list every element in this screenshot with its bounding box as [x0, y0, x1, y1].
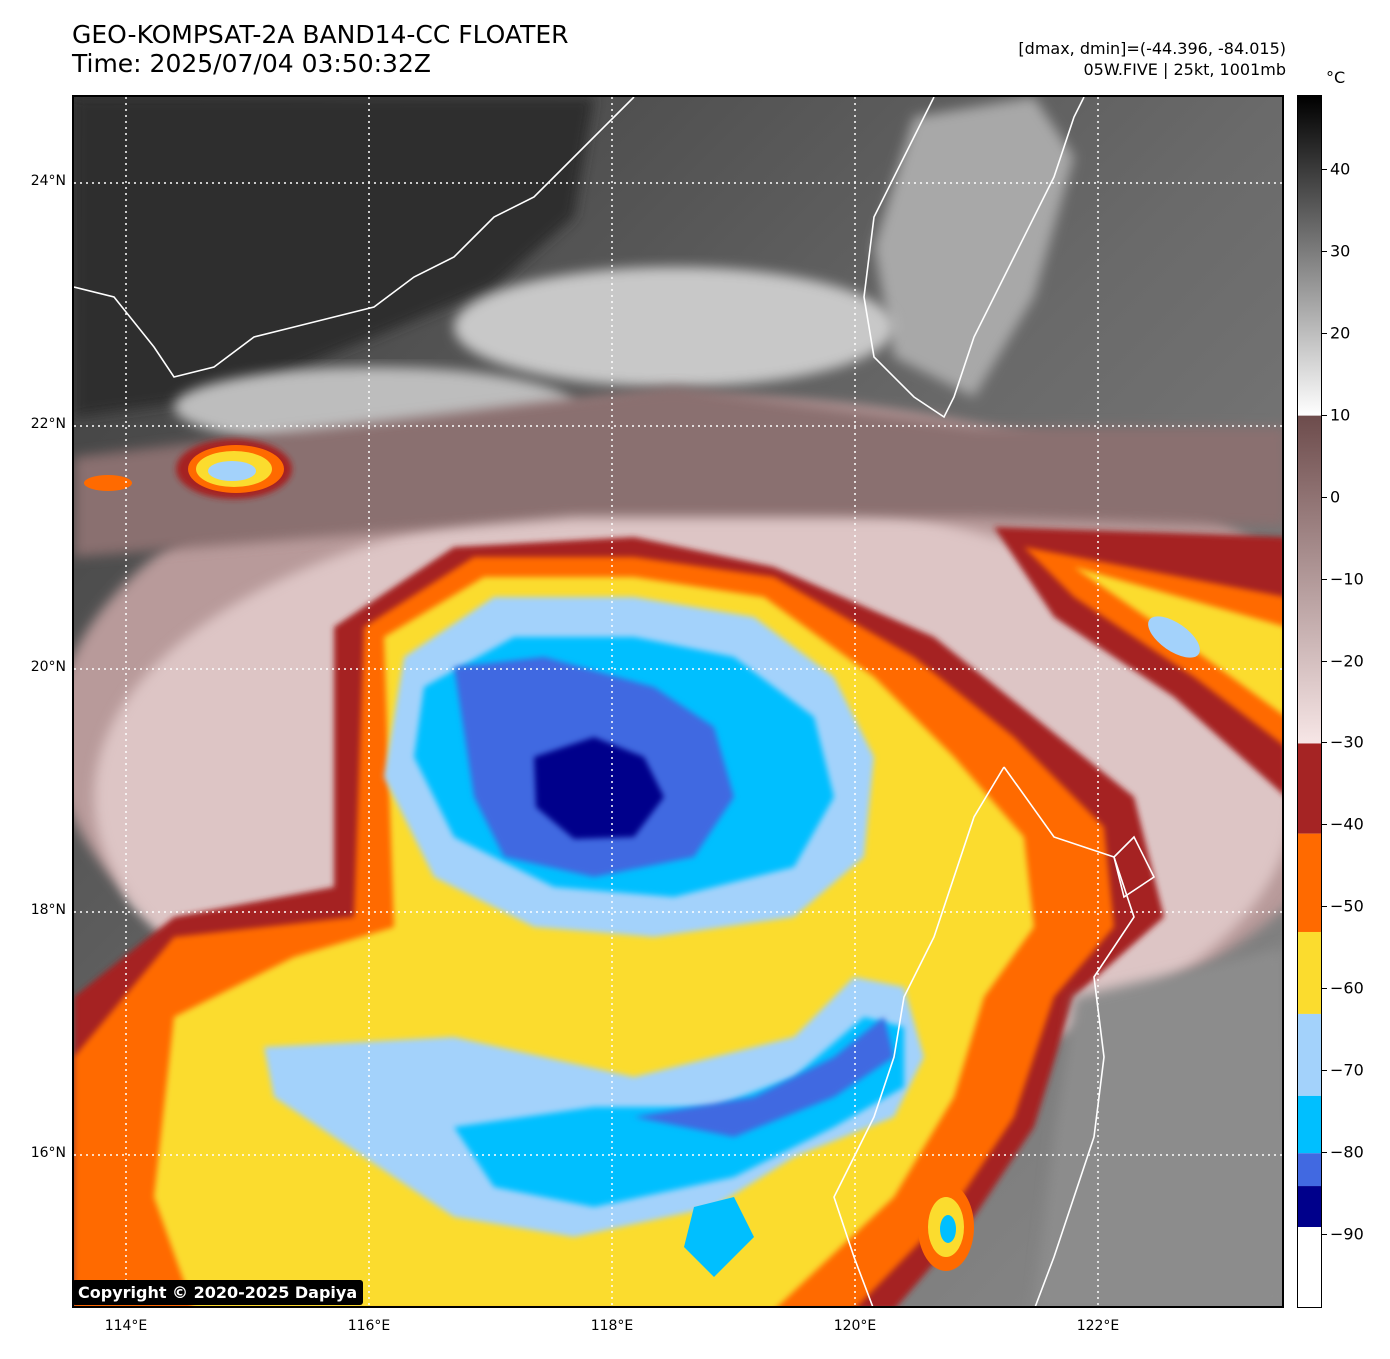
colorbar-band — [1298, 415, 1321, 744]
satellite-imagery — [74, 97, 1282, 1306]
se-cell-blue — [940, 1215, 956, 1243]
colorbar-tick — [1322, 742, 1327, 744]
info-line-2: 05W.FIVE | 25kt, 1001mb — [1083, 60, 1287, 79]
storm-info: [dmax, dmin]=(-44.396, -84.015) 05W.FIVE… — [1018, 38, 1286, 80]
copyright-label: Copyright © 2020-2025 Dapiya — [72, 1280, 364, 1305]
colorbar-tick-label: 30 — [1330, 241, 1351, 261]
colorbar-tick — [1322, 1234, 1327, 1236]
lat-label-18: 18°N — [30, 902, 66, 918]
lon-label-122: 122°E — [1076, 1318, 1120, 1334]
colorbar-tick-label: 0 — [1330, 487, 1341, 507]
colorbar-tick — [1322, 332, 1327, 334]
lon-label-116: 116°E — [347, 1318, 391, 1334]
nw-cell-blue — [208, 461, 256, 481]
south-band-royalblue — [634, 1017, 894, 1137]
colorbar-band — [1298, 1227, 1321, 1307]
core-navy — [534, 737, 664, 839]
coastline-taiwan — [863, 97, 1085, 419]
cloud-streak — [454, 267, 894, 387]
graticule — [74, 97, 1282, 1306]
colorbar-tick-label: 20 — [1330, 323, 1351, 343]
ne-band-orange — [1024, 547, 1282, 744]
info-line-1: [dmax, dmin]=(-44.396, -84.015) — [1018, 39, 1286, 58]
colorbar-tick-label: −10 — [1330, 569, 1364, 589]
coastline-island — [1113, 835, 1156, 899]
lon-label-114: 114°E — [104, 1318, 148, 1334]
colorbar-tick — [1322, 414, 1327, 416]
colorbar-tick — [1322, 1152, 1327, 1154]
coastline-luzon-east — [1003, 766, 1135, 1306]
colorbar-tick — [1322, 824, 1327, 826]
chart-title: GEO-KOMPSAT-2A BAND14-CC FLOATER Time: 2… — [72, 20, 569, 78]
colorbar-band — [1298, 743, 1321, 834]
luzon-east-gray — [1034, 947, 1282, 1306]
colorbar-tick — [1322, 1070, 1327, 1072]
colorbar-tick-label: −50 — [1330, 896, 1364, 916]
colorbar-band — [1298, 1095, 1321, 1154]
taiwan-cloud — [874, 97, 1074, 397]
title-line-1: GEO-KOMPSAT-2A BAND14-CC FLOATER — [72, 20, 569, 49]
ne-band-yellow — [1074, 567, 1282, 715]
lon-label-118: 118°E — [590, 1318, 634, 1334]
colorbar-tick — [1322, 988, 1327, 990]
ne-band-blue — [1148, 616, 1200, 658]
colorbar-band — [1298, 833, 1321, 932]
colorbar-tick-label: −30 — [1330, 732, 1364, 752]
colorbar-band — [1298, 931, 1321, 1014]
lat-label-20: 20°N — [30, 659, 66, 675]
colorbar-tick-label: 10 — [1330, 405, 1351, 425]
colorbar-tick-label: −80 — [1330, 1142, 1364, 1162]
colorbar — [1297, 95, 1322, 1308]
colorbar-tick-label: −60 — [1330, 978, 1364, 998]
colorbar-tick — [1322, 660, 1327, 662]
south-cell-blue — [684, 1197, 754, 1277]
cirrus-band — [74, 387, 1282, 557]
nw-small-cell — [84, 475, 132, 491]
colorbar-tick-label: −70 — [1330, 1060, 1364, 1080]
coastlines — [74, 97, 1156, 1306]
colorbar-tick — [1322, 168, 1327, 170]
coastline-china — [74, 97, 635, 378]
colorbar-tick — [1322, 496, 1327, 498]
colorbar-tick — [1322, 906, 1327, 908]
mainland-dark — [74, 97, 594, 417]
colorbar-tick-label: −90 — [1330, 1224, 1364, 1244]
lat-label-22: 22°N — [30, 416, 66, 432]
colorbar-band — [1298, 1013, 1321, 1096]
colorbar-tick — [1322, 578, 1327, 580]
lon-label-120: 120°E — [833, 1318, 877, 1334]
colorbar-band — [1298, 1186, 1321, 1228]
colorbar-unit: °C — [1326, 68, 1346, 87]
lat-label-16: 16°N — [30, 1145, 66, 1161]
title-line-2: Time: 2025/07/04 03:50:32Z — [72, 49, 431, 78]
colorbar-tick-label: −20 — [1330, 651, 1364, 671]
colorbar-tick-label: −40 — [1330, 814, 1364, 834]
satellite-map — [72, 95, 1284, 1308]
colorbar-band — [1298, 96, 1321, 416]
colorbar-band — [1298, 1153, 1321, 1187]
colorbar-gradient — [1298, 96, 1321, 1307]
colorbar-tick — [1322, 250, 1327, 252]
lat-label-24: 24°N — [30, 173, 66, 189]
coastline-luzon-west — [833, 766, 1005, 1306]
colorbar-tick-label: 40 — [1330, 159, 1351, 179]
